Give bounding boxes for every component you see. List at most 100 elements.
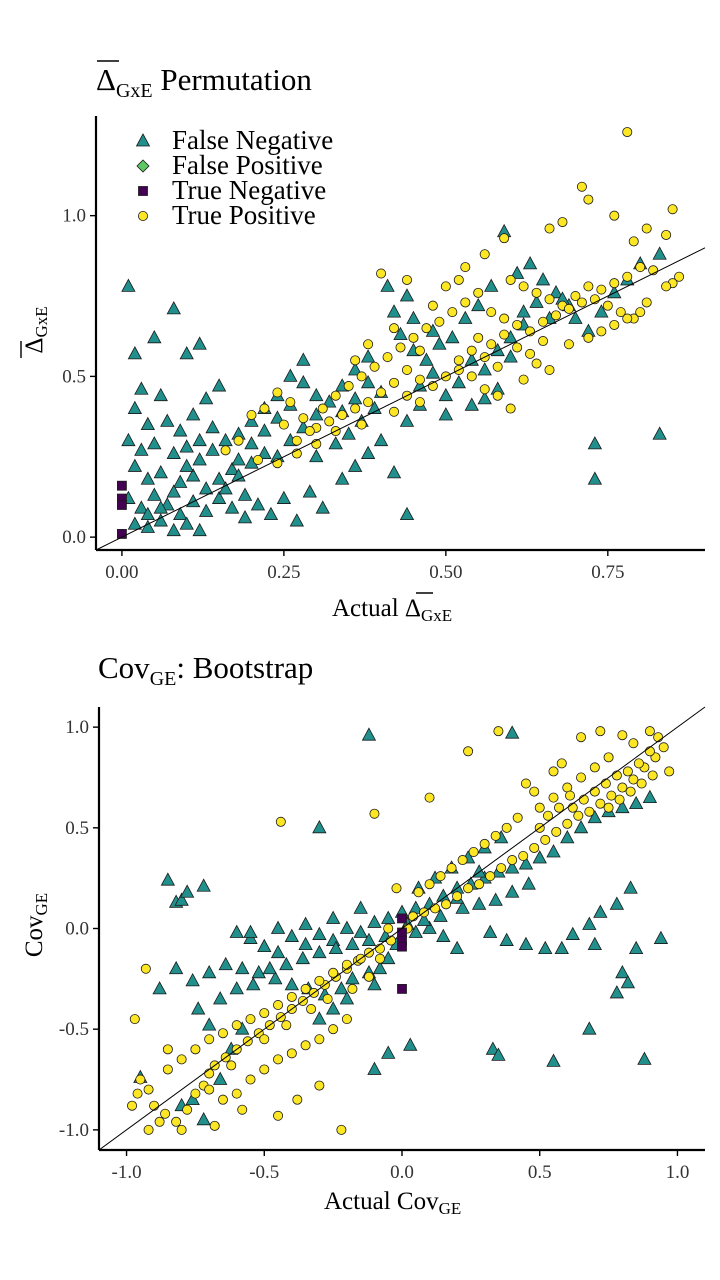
data-point [602,300,613,311]
data-point [493,726,504,737]
data-point [436,928,451,942]
legend-swatch [137,210,148,221]
data-point [446,863,457,874]
data-point [127,516,143,530]
data-point [381,910,396,924]
data-point [202,1017,217,1031]
data-point [609,210,620,221]
data-point [273,1054,284,1065]
data-point [438,407,454,421]
data-point [259,1008,270,1019]
y-tick-label: 1.0 [65,717,89,738]
data-point [658,742,669,753]
data-point [168,960,184,975]
data-point [171,1116,182,1127]
data-point [453,355,464,366]
data-point [245,1014,256,1025]
data-point [628,738,639,749]
data-point [192,452,207,466]
data-point [595,798,606,809]
data-point [451,374,466,389]
data-point [573,819,589,834]
data-point [213,1071,228,1085]
data-point [347,458,363,472]
data-point [360,445,376,459]
data-point [661,229,672,240]
legend-item-true-positive: True Positive [137,200,316,230]
data-point [486,339,497,350]
data-point [356,419,367,430]
x-axis-title: Actual ΔGxE [332,595,452,625]
data-point [306,1004,317,1015]
y-tick-label: 0.5 [65,818,89,839]
data-point [218,432,233,447]
data-point [466,371,477,382]
data-point [382,352,393,363]
data-point [270,920,286,934]
data-point [132,1088,143,1099]
data-point [401,274,412,285]
data-point [153,387,168,402]
data-point [445,329,460,344]
data-point [542,810,553,821]
data-point [117,480,127,491]
data-point [245,1074,256,1085]
data-point [312,926,327,940]
data-point [341,959,352,970]
data-point [485,1041,501,1055]
data-point [291,435,302,446]
series-true-negative [117,480,127,539]
y-tick-label: 0.0 [65,919,89,940]
data-point [583,281,594,292]
data-point [399,288,415,302]
data-point [328,967,339,978]
data-point [160,413,175,427]
data-point [565,790,576,801]
data-point [496,863,507,874]
data-point [353,900,368,914]
chart-title: ΔGxE Permutation [96,62,312,102]
x-tick-label: 0.25 [267,562,300,583]
data-point [286,1048,297,1059]
data-point [460,262,471,273]
data-point [628,236,639,247]
data-point [529,842,540,853]
data-point [453,274,464,285]
data-point [162,1044,173,1055]
y-tick-label: 0.5 [62,366,86,387]
data-point [226,1060,237,1071]
reference-line [98,706,706,1151]
data-point [285,397,296,408]
data-point [430,903,441,914]
data-point [587,471,603,485]
data-point [485,871,496,882]
data-point [198,391,214,405]
data-point [603,752,614,763]
data-point [279,956,294,971]
data-point [492,390,503,401]
data-point [134,442,149,456]
data-point [363,397,374,408]
data-point [315,500,330,514]
data-point [399,506,415,521]
data-point [548,766,559,777]
data-point [389,377,400,388]
x-tick-label: 0.0 [390,1162,414,1183]
data-point [637,1051,652,1065]
data-point [211,471,227,485]
data-point [217,1094,228,1105]
data-point [562,818,573,829]
data-point [246,409,257,420]
data-point [576,772,587,783]
data-point [471,297,486,312]
data-point [583,332,594,343]
data-point [385,935,396,946]
data-point [202,964,217,979]
data-point [600,778,611,789]
data-point [376,268,387,279]
data-point [257,423,272,437]
legend-item-false-negative: False Negative [135,125,333,155]
data-point [546,1053,561,1067]
data-point [479,249,490,260]
